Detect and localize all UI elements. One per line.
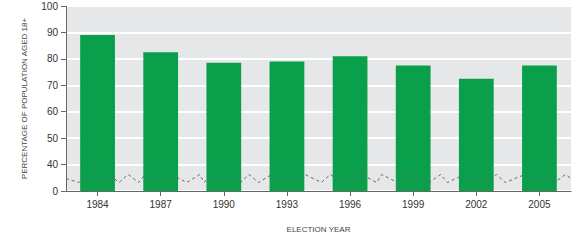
svg-text:1984: 1984 [86, 199, 109, 210]
svg-text:50: 50 [47, 133, 59, 144]
svg-text:1996: 1996 [339, 199, 362, 210]
svg-text:40: 40 [47, 159, 59, 170]
svg-text:60: 60 [47, 106, 59, 117]
svg-text:1990: 1990 [213, 199, 236, 210]
svg-text:2005: 2005 [528, 199, 551, 210]
svg-text:1987: 1987 [150, 199, 173, 210]
svg-text:80: 80 [47, 53, 59, 64]
svg-text:70: 70 [47, 80, 59, 91]
svg-text:PERCENTAGE OF POPULATION AGED: PERCENTAGE OF POPULATION AGED 18+ [20, 18, 29, 180]
svg-text:ELECTION YEAR: ELECTION YEAR [287, 225, 351, 234]
svg-text:0: 0 [52, 186, 58, 197]
svg-text:1993: 1993 [276, 199, 299, 210]
svg-text:90: 90 [47, 27, 59, 38]
svg-text:1999: 1999 [402, 199, 425, 210]
svg-text:100: 100 [41, 1, 58, 12]
svg-text:2002: 2002 [465, 199, 488, 210]
